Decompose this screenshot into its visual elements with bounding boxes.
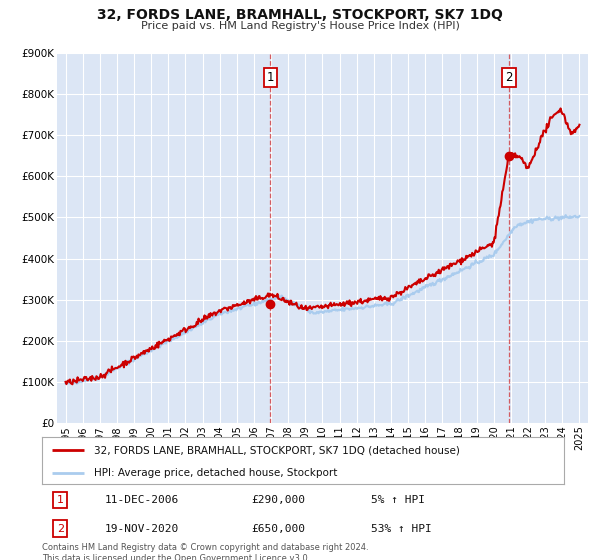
Text: 2: 2 [57, 524, 64, 534]
Text: HPI: Average price, detached house, Stockport: HPI: Average price, detached house, Stoc… [94, 468, 338, 478]
Text: 11-DEC-2006: 11-DEC-2006 [104, 495, 179, 505]
Text: £650,000: £650,000 [251, 524, 305, 534]
Text: 1: 1 [266, 71, 274, 84]
Text: 5% ↑ HPI: 5% ↑ HPI [371, 495, 425, 505]
Text: 32, FORDS LANE, BRAMHALL, STOCKPORT, SK7 1DQ (detached house): 32, FORDS LANE, BRAMHALL, STOCKPORT, SK7… [94, 445, 460, 455]
Text: 19-NOV-2020: 19-NOV-2020 [104, 524, 179, 534]
Text: £290,000: £290,000 [251, 495, 305, 505]
Text: 53% ↑ HPI: 53% ↑ HPI [371, 524, 431, 534]
Text: Price paid vs. HM Land Registry's House Price Index (HPI): Price paid vs. HM Land Registry's House … [140, 21, 460, 31]
Text: 2: 2 [505, 71, 512, 84]
Text: 32, FORDS LANE, BRAMHALL, STOCKPORT, SK7 1DQ: 32, FORDS LANE, BRAMHALL, STOCKPORT, SK7… [97, 8, 503, 22]
Text: Contains HM Land Registry data © Crown copyright and database right 2024.
This d: Contains HM Land Registry data © Crown c… [42, 543, 368, 560]
Text: 1: 1 [57, 495, 64, 505]
